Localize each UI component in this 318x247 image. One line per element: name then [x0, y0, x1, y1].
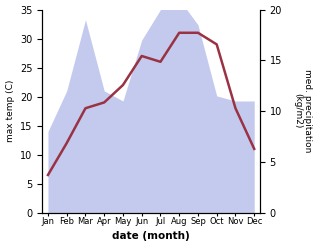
Y-axis label: med. precipitation
(kg/m2): med. precipitation (kg/m2)	[293, 69, 313, 153]
X-axis label: date (month): date (month)	[112, 231, 190, 242]
Y-axis label: max temp (C): max temp (C)	[5, 80, 15, 142]
